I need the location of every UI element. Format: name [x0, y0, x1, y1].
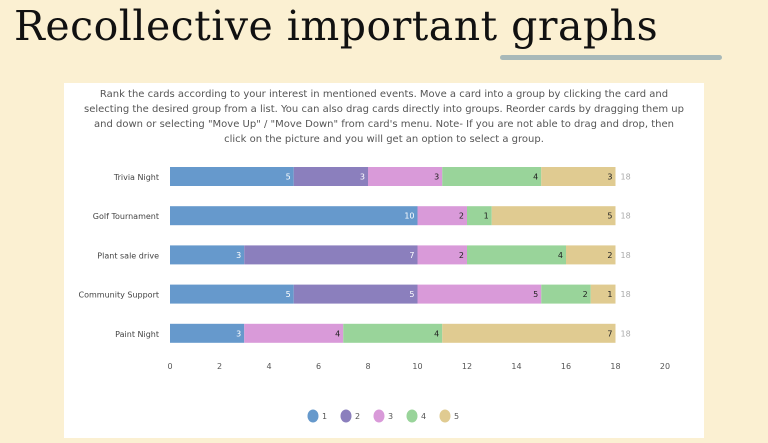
x-tick-label: 16	[561, 362, 571, 371]
bar-value-label: 3	[236, 251, 241, 260]
legend-label: 4	[421, 412, 426, 421]
category-label: Golf Tournament	[93, 212, 159, 221]
bar-segment	[244, 245, 418, 265]
bar-value-label: 4	[533, 173, 538, 182]
bar-segment	[467, 245, 566, 265]
bar-segment	[541, 284, 591, 304]
x-tick-label: 14	[511, 362, 521, 371]
x-tick-label: 6	[316, 362, 321, 371]
bar-value-label: 2	[607, 251, 612, 260]
row-total-label: 18	[621, 251, 631, 260]
bar-segment	[442, 167, 542, 186]
x-tick-label: 18	[610, 362, 620, 371]
bar-value-label: 1	[484, 212, 489, 221]
bar-segment	[590, 284, 616, 304]
bar-segment	[170, 245, 245, 265]
legend-label: 5	[454, 412, 459, 421]
legend-marker	[439, 409, 451, 423]
row-total-label: 18	[621, 329, 631, 338]
question-card: Rank the cards according to your interes…	[64, 83, 704, 438]
bar-segment	[293, 167, 368, 186]
bar-value-label: 3	[236, 329, 241, 338]
bar-segment	[417, 206, 467, 226]
bar-value-label: 4	[558, 251, 563, 260]
bar-value-label: 5	[607, 212, 612, 221]
bar-segment	[293, 284, 418, 304]
category-label: Community Support	[79, 291, 159, 300]
bar-segment	[541, 167, 616, 186]
title-underline	[500, 55, 722, 60]
x-tick-label: 8	[365, 362, 370, 371]
bar-segment	[368, 167, 443, 186]
bar-value-label: 3	[434, 173, 439, 182]
bar-segment	[566, 245, 616, 265]
bar-value-label: 2	[583, 290, 588, 299]
bar-segment	[170, 206, 418, 226]
bar-segment	[442, 323, 616, 343]
x-tick-label: 2	[217, 362, 222, 371]
bar-value-label: 5	[409, 290, 414, 299]
x-tick-label: 10	[412, 362, 422, 371]
bar-value-label: 7	[409, 251, 414, 260]
row-total-label: 18	[621, 290, 631, 299]
bar-value-label: 2	[459, 212, 464, 221]
bar-value-label: 4	[434, 329, 439, 338]
slide-title: Recollective important graphs	[14, 2, 659, 50]
x-tick-label: 20	[660, 362, 670, 371]
bar-value-label: 3	[607, 173, 612, 182]
bar-segment	[417, 284, 542, 304]
bar-value-label: 10	[404, 212, 414, 221]
row-total-label: 18	[621, 173, 631, 182]
legend-label: 3	[388, 412, 393, 421]
bar-value-label: 3	[360, 173, 365, 182]
bar-value-label: 4	[335, 329, 340, 338]
legend-marker	[406, 409, 418, 423]
category-label: Paint Night	[115, 330, 159, 339]
category-label: Plant sale drive	[97, 251, 159, 260]
bar-value-label: 5	[286, 173, 291, 182]
legend-marker	[307, 409, 319, 423]
bar-segment	[170, 284, 294, 304]
bar-value-label: 1	[607, 290, 612, 299]
row-total-label: 18	[621, 212, 631, 221]
x-tick-label: 12	[462, 362, 472, 371]
bar-value-label: 7	[607, 329, 612, 338]
x-tick-label: 4	[266, 362, 271, 371]
legend-marker	[373, 409, 385, 423]
bar-segment	[170, 167, 294, 186]
bar-segment	[170, 323, 245, 343]
category-label: Trivia Night	[113, 173, 159, 182]
bar-value-label: 5	[286, 290, 291, 299]
legend-marker	[340, 409, 352, 423]
bar-segment	[467, 206, 492, 226]
x-tick-label: 0	[167, 362, 172, 371]
bar-segment	[417, 245, 467, 265]
bar-value-label: 5	[533, 290, 538, 299]
legend-label: 1	[322, 412, 327, 421]
bar-segment	[343, 323, 443, 343]
bar-segment	[491, 206, 616, 226]
bar-segment	[244, 323, 344, 343]
legend-label: 2	[355, 412, 360, 421]
bar-value-label: 2	[459, 251, 464, 260]
question-instructions: Rank the cards according to your interes…	[84, 89, 684, 145]
